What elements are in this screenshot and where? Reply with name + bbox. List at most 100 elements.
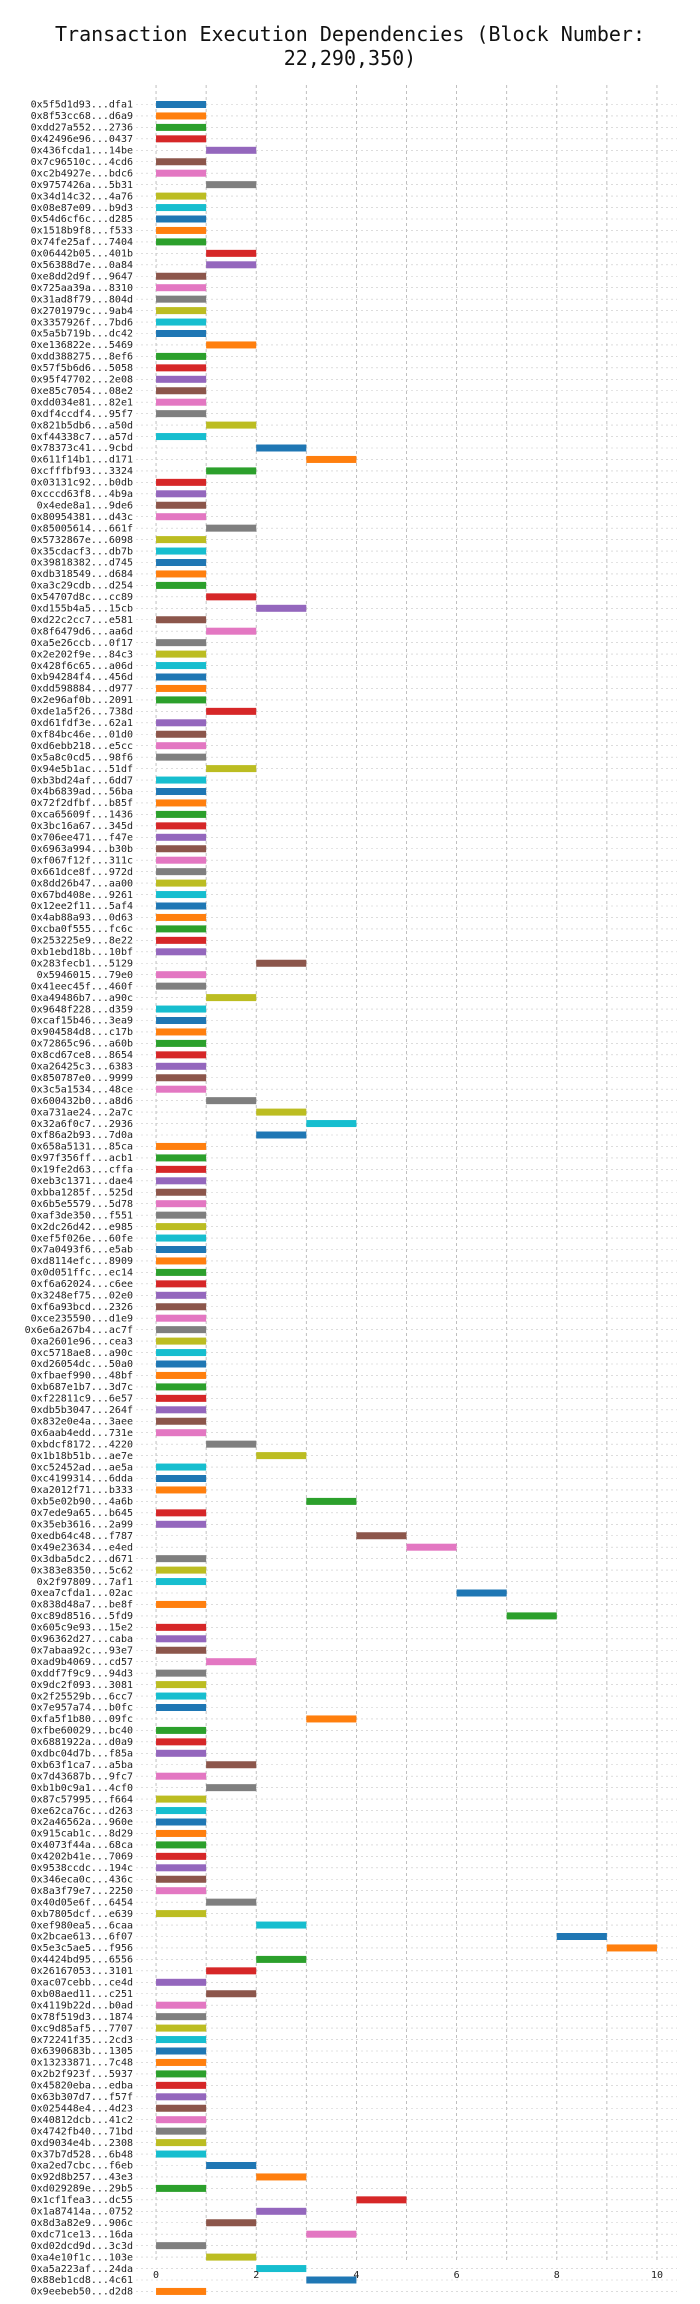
transaction-bar bbox=[156, 1268, 207, 1276]
transaction-bar bbox=[156, 925, 207, 933]
transaction-bar bbox=[156, 753, 207, 761]
transaction-label: 0x6390683b...1305 bbox=[31, 2046, 133, 2057]
transaction-bar bbox=[156, 169, 207, 177]
transaction-bar bbox=[156, 2047, 207, 2055]
transaction-label: 0x7d43687b...9fc7 bbox=[31, 1771, 133, 1782]
transaction-label: 0x87c57995...f664 bbox=[31, 1794, 133, 1805]
transaction-label: 0xce235590...d1e9 bbox=[31, 1313, 133, 1324]
transaction-label: 0x4742fb40...71bd bbox=[31, 2126, 133, 2137]
transaction-label: 0x92d8b257...43e3 bbox=[31, 2172, 133, 2183]
transaction-label: 0x3c5a1534...48ce bbox=[31, 1084, 133, 1095]
transaction-label: 0x605c9e93...15e2 bbox=[31, 1623, 133, 1634]
transaction-label: 0xdd27a552...2736 bbox=[31, 123, 133, 134]
transaction-bar bbox=[156, 1371, 207, 1379]
transaction-bar bbox=[156, 1291, 207, 1299]
transaction-label: 0xc4199314...6dda bbox=[31, 1474, 133, 1485]
transaction-label: 0x85005614...661f bbox=[31, 523, 133, 534]
transaction-bar bbox=[156, 1326, 207, 1334]
transaction-bar bbox=[156, 1074, 207, 1082]
transaction-bar bbox=[156, 684, 207, 692]
transaction-bar bbox=[206, 1440, 257, 1448]
transaction-bar bbox=[156, 650, 207, 658]
transaction-label: 0xa49486b7...a90c bbox=[31, 993, 133, 1004]
transaction-label: 0x025448e4...4d23 bbox=[31, 2103, 133, 2114]
transaction-bar bbox=[156, 1692, 207, 1700]
transaction-label: 0x915cab1c...8d29 bbox=[31, 1829, 133, 1840]
transaction-bar bbox=[156, 913, 207, 921]
transaction-label: 0x26167053...3101 bbox=[31, 1966, 133, 1977]
transaction-label: 0xa2ed7cbc...f6eb bbox=[31, 2161, 133, 2172]
transaction-bar bbox=[156, 936, 207, 944]
transaction-bar bbox=[156, 318, 207, 326]
transaction-label: 0xc89d8516...5fd9 bbox=[31, 1611, 133, 1622]
transaction-label: 0x611f14b1...d171 bbox=[31, 455, 133, 466]
transaction-bar bbox=[156, 1223, 207, 1231]
transaction-bar bbox=[156, 810, 207, 818]
transaction-label: 0x4ede8a1...9de6 bbox=[37, 500, 133, 511]
transaction-label: 0xf44338c7...a57d bbox=[31, 432, 133, 443]
transaction-label: 0xdbc04d7b...f85a bbox=[31, 1749, 133, 1760]
transaction-label: 0x72241f35...2cd3 bbox=[31, 2035, 133, 2046]
transaction-label: 0x63b307d7...f57f bbox=[31, 2092, 133, 2103]
transaction-label: 0x383e8350...5c62 bbox=[31, 1565, 133, 1576]
transaction-label: 0x72865c96...a60b bbox=[31, 1039, 133, 1050]
transaction-label: 0x1518b9f8...f533 bbox=[31, 226, 133, 237]
transaction-label: 0xd22c2cc7...e581 bbox=[31, 615, 133, 626]
transaction-bar bbox=[156, 1406, 207, 1414]
transaction-bar bbox=[156, 570, 207, 578]
transaction-bar bbox=[256, 444, 307, 452]
transaction-bar bbox=[206, 2253, 257, 2261]
transaction-label: 0xb94284f4...456d bbox=[31, 672, 133, 683]
transaction-bar bbox=[206, 765, 257, 773]
transaction-label: 0x35cdacf3...db7b bbox=[31, 546, 133, 557]
transaction-label: 0x9eebeb50...d2d8 bbox=[31, 2287, 133, 2298]
transaction-label: 0xd155b4a5...15cb bbox=[31, 604, 133, 615]
transaction-label: 0x1b18b51b...ae7e bbox=[31, 1451, 133, 1462]
transaction-label: 0xd029289e...29b5 bbox=[31, 2184, 133, 2195]
transaction-label: 0xd8114efc...8909 bbox=[31, 1256, 133, 1267]
transaction-label: 0xfbe60029...bc40 bbox=[31, 1726, 133, 1737]
transaction-bar bbox=[156, 1681, 207, 1689]
transaction-label: 0xe62ca76c...d263 bbox=[31, 1806, 133, 1817]
transaction-label: 0x2e96af0b...2091 bbox=[31, 695, 133, 706]
transaction-bar bbox=[156, 1039, 207, 1047]
transaction-bar bbox=[306, 455, 357, 463]
transaction-bar bbox=[156, 799, 207, 807]
transaction-bar bbox=[156, 1280, 207, 1288]
transaction-bar bbox=[256, 1108, 307, 1116]
transaction-label: 0xdd598884...d977 bbox=[31, 684, 133, 695]
transaction-label: 0x96362d27...caba bbox=[31, 1634, 133, 1645]
transaction-bar bbox=[156, 2036, 207, 2044]
transaction-bar bbox=[156, 1520, 207, 1528]
transaction-bar bbox=[156, 2070, 207, 2078]
transaction-label: 0x725aa39a...8310 bbox=[31, 283, 133, 294]
transaction-bar bbox=[156, 1646, 207, 1654]
transaction-label: 0x35eb3616...2a99 bbox=[31, 1520, 133, 1531]
transaction-bar bbox=[156, 501, 207, 509]
transaction-bar bbox=[156, 581, 207, 589]
transaction-label: 0x2dc26d42...e985 bbox=[31, 1222, 133, 1233]
transaction-label: 0xd61fdf3e...62a1 bbox=[31, 718, 133, 729]
transaction-label: 0x6aab4edd...731e bbox=[31, 1428, 133, 1439]
transaction-label: 0xa5a223af...24da bbox=[31, 2264, 133, 2275]
x-tick-label: 10 bbox=[651, 2270, 663, 2281]
transaction-label: 0xaf3de350...f551 bbox=[31, 1210, 133, 1221]
transaction-bar bbox=[206, 1784, 257, 1792]
bars-layer bbox=[156, 101, 657, 2295]
transaction-label: 0x40d05e6f...6454 bbox=[31, 1897, 133, 1908]
transaction-bar bbox=[156, 982, 207, 990]
transaction-bar bbox=[156, 1726, 207, 1734]
transaction-label: 0xb3bd24af...6dd7 bbox=[31, 775, 133, 786]
transaction-label: 0xf22811c9...6e57 bbox=[31, 1394, 133, 1405]
transaction-bar bbox=[156, 135, 207, 143]
transaction-label: 0x850787e0...9999 bbox=[31, 1073, 133, 1084]
transaction-bar bbox=[206, 707, 257, 715]
transaction-label: 0x57f5b6d6...5058 bbox=[31, 363, 133, 374]
transaction-label: 0xbba1285f...525d bbox=[31, 1187, 133, 1198]
transaction-label: 0x7e957a74...b0fc bbox=[31, 1703, 133, 1714]
transaction-label: 0xb08aed11...c251 bbox=[31, 1989, 133, 2000]
transaction-bar bbox=[156, 1772, 207, 1780]
transaction-bar bbox=[156, 1829, 207, 1837]
transaction-bar bbox=[156, 101, 207, 108]
